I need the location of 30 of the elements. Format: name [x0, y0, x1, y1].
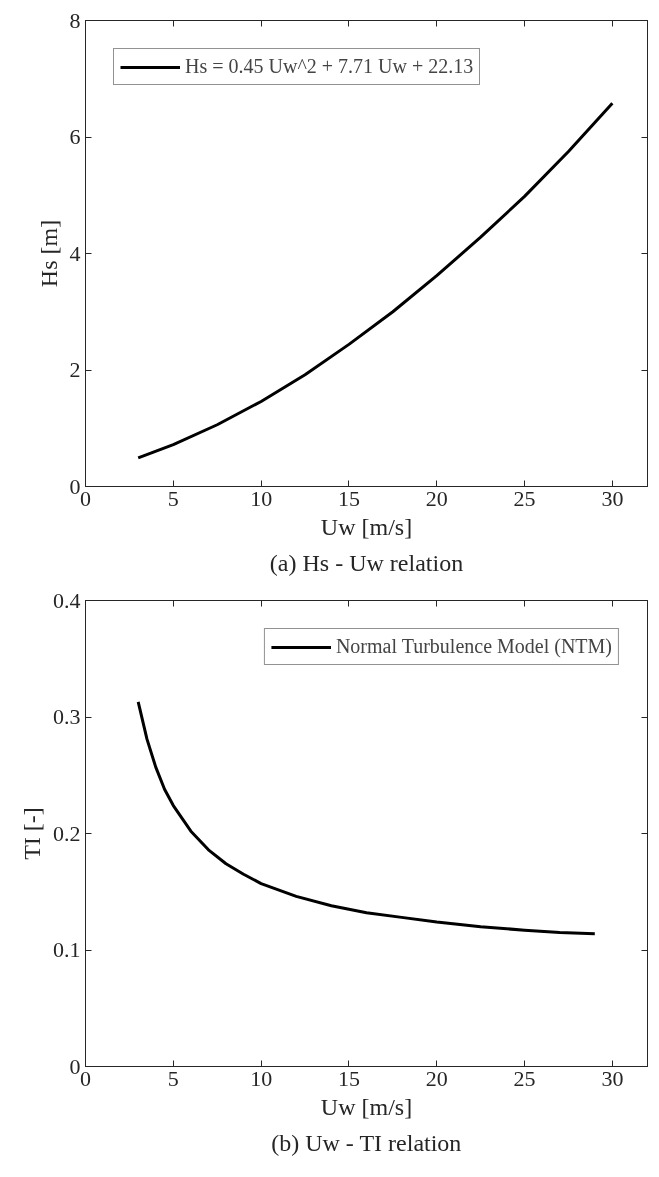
x-tick-label: 20 — [425, 1065, 448, 1091]
x-tick-label: 15 — [337, 485, 360, 511]
y-tick-label: 0.3 — [53, 704, 81, 729]
x-tick-label: 25 — [513, 1065, 536, 1091]
legend-label: Normal Turbulence Model (NTM) — [335, 635, 612, 658]
x-tick-label: 5 — [167, 485, 179, 511]
text: (a) Hs - Uw relation — [269, 549, 464, 576]
legend-label: Hs = 0.45 Uw^2 + 7.71 Uw + 22.13 — [185, 55, 474, 78]
y-tick-label: 0.1 — [53, 937, 81, 962]
x-tick-label: 30 — [601, 485, 624, 511]
y-tick-label: 6 — [69, 124, 81, 149]
x-tick-label: 25 — [513, 485, 536, 511]
x-tick-label: 20 — [425, 485, 448, 511]
x-tick-label: 5 — [167, 1065, 179, 1091]
y-axis-title: Hs [m] — [35, 219, 62, 288]
y-tick-label: 2 — [69, 357, 81, 382]
x-axis-title: Uw [m/s] — [320, 1093, 413, 1120]
x-tick-label: 10 — [250, 485, 273, 511]
text: (b) Uw - TI relation — [271, 1129, 462, 1156]
x-tick-label: 30 — [601, 1065, 624, 1091]
y-axis-title: TI [-] — [19, 807, 45, 860]
y-tick-label: 4 — [69, 240, 81, 266]
y-tick-label: 0.2 — [53, 820, 81, 846]
y-tick-label: 0.4 — [53, 587, 81, 613]
x-tick-label: 10 — [250, 1065, 273, 1091]
line-series — [136, 700, 597, 936]
line-series — [136, 101, 614, 460]
x-tick-label: 15 — [337, 1065, 360, 1091]
x-axis-title: Uw [m/s] — [320, 513, 413, 540]
y-tick-label: 8 — [69, 7, 81, 33]
